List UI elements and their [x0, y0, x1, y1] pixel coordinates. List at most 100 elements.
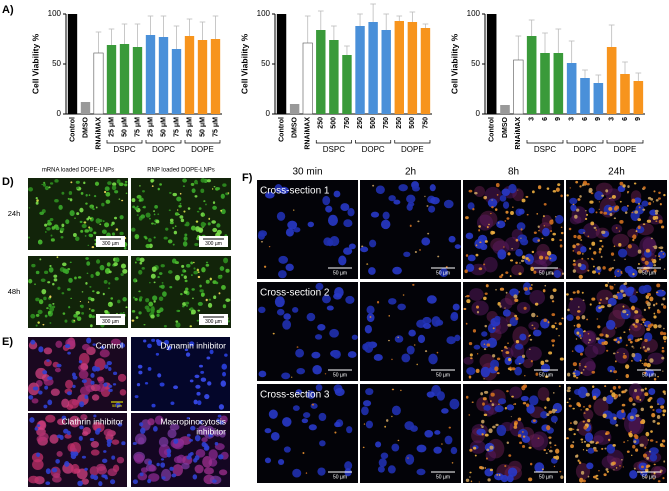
- cell-spot: [471, 300, 489, 316]
- cell-spot: [113, 262, 118, 267]
- cell-spot: [98, 481, 103, 487]
- cell-spot: [302, 452, 305, 455]
- cell-spot: [168, 209, 171, 212]
- cell-spot: [544, 256, 549, 260]
- cell-spot: [662, 409, 667, 413]
- cell-spot: [148, 460, 152, 465]
- cell-spot: [617, 248, 628, 258]
- panel-label: D): [2, 176, 14, 188]
- cell-spot: [433, 446, 442, 454]
- cell-spot: [576, 208, 580, 212]
- cell-spot: [601, 447, 604, 450]
- row-label: Cross-section 3: [260, 390, 330, 401]
- cell-spot: [324, 373, 327, 375]
- cell-spot: [216, 229, 222, 235]
- cell-spot: [70, 453, 77, 460]
- cell-spot: [145, 243, 151, 249]
- cell-spot: [522, 445, 526, 448]
- cell-spot: [41, 183, 44, 186]
- cell-spot: [131, 227, 136, 232]
- cell-spot: [640, 420, 644, 424]
- cell-spot: [124, 180, 128, 183]
- cell-spot: [620, 308, 631, 320]
- cell-spot: [153, 426, 158, 432]
- cell-spot: [76, 212, 80, 216]
- group-bracket: [106, 140, 143, 144]
- cell-spot: [285, 228, 294, 237]
- cell-spot: [159, 183, 162, 186]
- cell-spot: [656, 397, 665, 406]
- cell-spot: [514, 314, 518, 318]
- cell-spot: [150, 309, 155, 314]
- cell-spot: [166, 453, 172, 458]
- cell-spot: [50, 388, 60, 396]
- scale-bar-label: 50 µm: [642, 474, 656, 480]
- cell-spot: [521, 431, 524, 433]
- cell-spot: [172, 192, 178, 197]
- bar: [526, 36, 537, 114]
- cell-spot: [334, 431, 337, 434]
- cell-spot: [189, 438, 193, 442]
- cell-spot: [80, 191, 84, 195]
- cell-spot: [112, 182, 117, 186]
- cell-spot: [608, 267, 612, 272]
- cell-spot: [613, 259, 616, 261]
- cell-spot: [139, 261, 143, 265]
- cell-spot: [559, 470, 562, 473]
- cell-spot: [502, 309, 511, 317]
- cell-spot: [79, 220, 83, 224]
- cell-spot: [119, 389, 127, 396]
- cell-spot: [595, 337, 600, 341]
- cell-spot: [112, 383, 117, 386]
- cell-spot: [622, 466, 624, 468]
- cell-spot: [655, 408, 662, 414]
- y-tick-label: 0: [476, 109, 481, 118]
- cell-spot: [108, 270, 112, 274]
- cell-spot: [51, 305, 56, 309]
- cell-spot: [95, 259, 101, 264]
- cell-spot: [663, 327, 665, 330]
- cell-spot: [193, 399, 198, 405]
- bar: [184, 36, 195, 114]
- cell-spot: [633, 197, 642, 204]
- cell-spot: [569, 187, 572, 189]
- cell-spot: [225, 268, 230, 273]
- cell-spot: [160, 264, 165, 268]
- cell-spot: [633, 467, 636, 470]
- cell-spot: [378, 458, 387, 468]
- cell-spot: [134, 261, 137, 264]
- cell-spot: [626, 190, 630, 193]
- cell-spot: [613, 469, 615, 471]
- cell-spot: [533, 231, 537, 234]
- cell-spot: [268, 245, 271, 248]
- cell-spot: [478, 229, 481, 232]
- cell-spot: [196, 182, 199, 185]
- cell-spot: [658, 255, 661, 257]
- cell-spot: [592, 395, 597, 400]
- cell-spot: [506, 347, 508, 350]
- cell-spot: [632, 272, 635, 276]
- group-label: DOPC: [362, 145, 385, 154]
- cell-spot: [118, 198, 121, 200]
- cell-spot: [590, 221, 595, 226]
- cell-spot: [139, 472, 144, 477]
- cell-spot: [56, 256, 59, 259]
- cell-spot: [426, 391, 435, 398]
- cell-spot: [71, 319, 76, 324]
- cell-spot: [40, 278, 46, 282]
- cell-spot: [474, 186, 486, 197]
- cell-spot: [588, 338, 592, 342]
- cell-spot: [587, 333, 590, 335]
- cell-spot: [36, 199, 39, 202]
- cell-spot: [495, 423, 499, 427]
- cell-spot: [187, 207, 191, 210]
- cell-spot: [484, 433, 489, 437]
- cell-spot: [88, 233, 93, 237]
- cell-spot: [96, 463, 106, 471]
- scale-bar-label: 50 µm: [642, 270, 656, 276]
- cell-spot: [195, 220, 199, 223]
- cell-spot: [103, 382, 108, 387]
- cell-spot: [196, 391, 201, 396]
- cell-spot: [69, 210, 75, 217]
- cell-spot: [384, 425, 387, 428]
